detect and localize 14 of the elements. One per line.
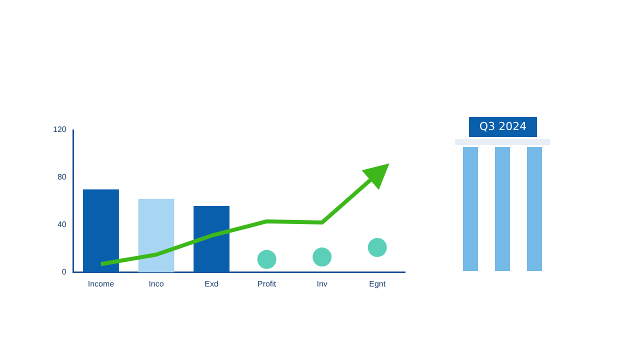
x-tick-label: Exd: [204, 279, 218, 288]
x-tick-label: Income: [88, 279, 115, 288]
y-tick-label: 40: [57, 220, 67, 230]
x-tick-label: Inv: [316, 279, 328, 288]
x-tick-label: Egnt: [369, 279, 386, 288]
y-tick-label: 0: [62, 268, 67, 277]
x-tick-label: Profit: [257, 279, 277, 288]
y-tick-label: 80: [57, 172, 67, 182]
bar: [194, 206, 230, 272]
x-tick-label: Inco: [148, 279, 164, 288]
y-tick-label: 120: [52, 125, 67, 134]
bar: [138, 198, 174, 272]
bar: [83, 189, 119, 272]
text: Q3 2024: [469, 117, 537, 137]
